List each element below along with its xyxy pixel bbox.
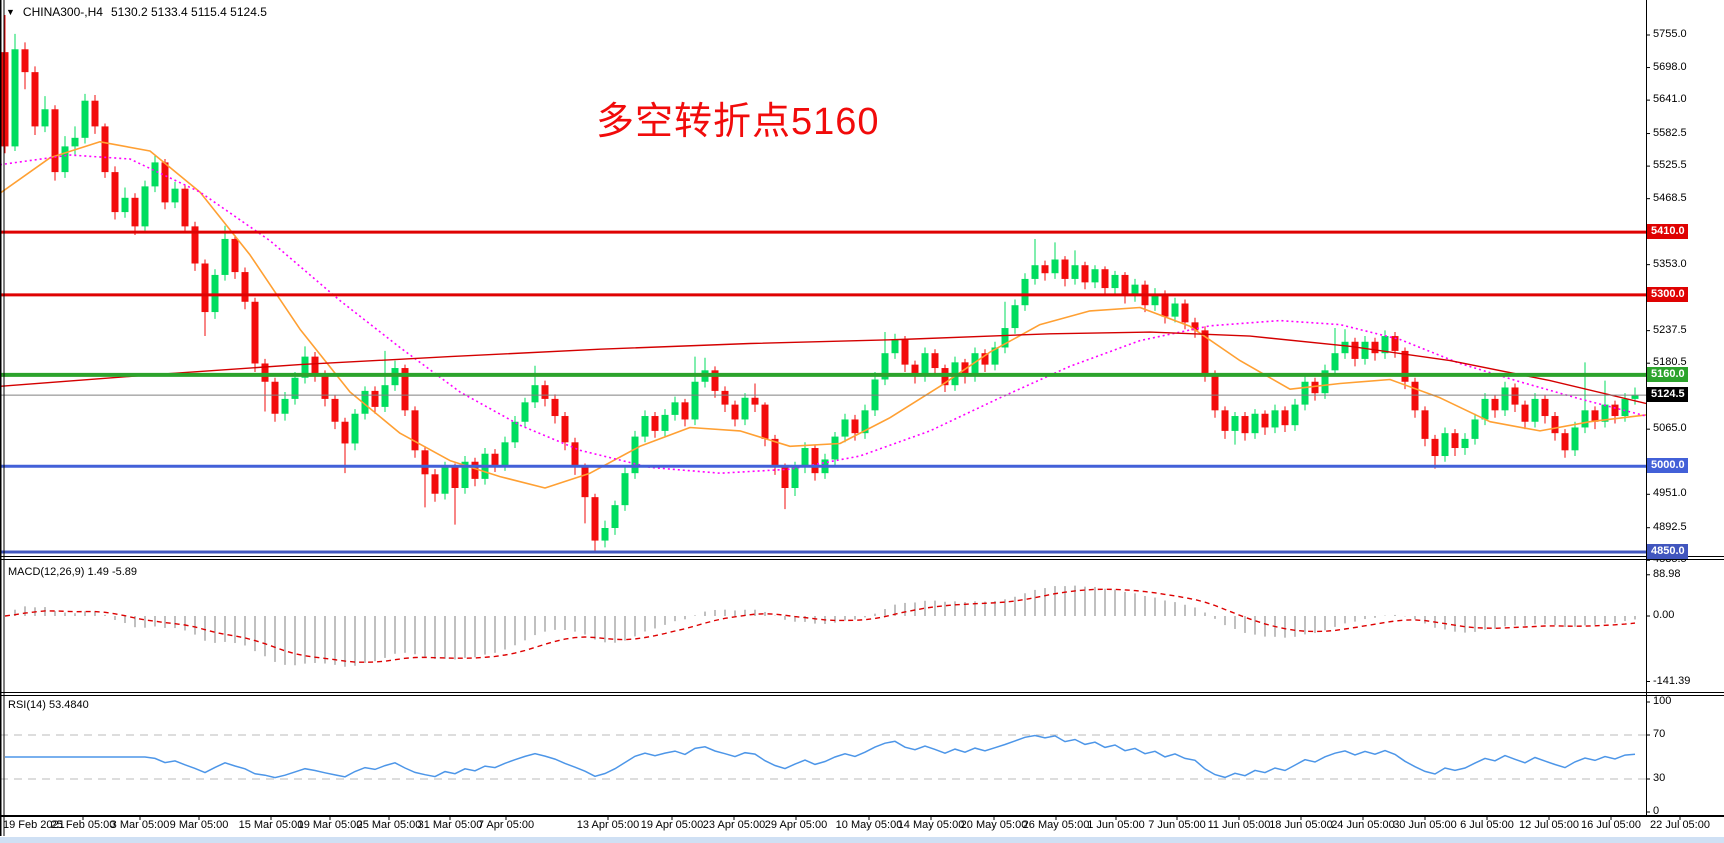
time-axis-label: 9 Mar 05:00 <box>169 819 229 831</box>
time-axis-label: 14 May 05:00 <box>897 819 965 831</box>
time-axis-label: 29 Apr 05:00 <box>764 819 828 831</box>
symbol-dropdown-icon[interactable]: ▼ <box>6 7 15 17</box>
time-axis-label: 6 Jul 05:00 <box>1460 819 1514 831</box>
ohlc-values: 5130.2 5133.4 5115.4 5124.5 <box>110 5 267 19</box>
rsi-axis-label: 30 <box>1653 772 1666 784</box>
time-axis-label: 19 Feb 2021 <box>3 819 65 831</box>
time-axis-label: 11 Jun 05:00 <box>1207 819 1271 831</box>
macd-values: 1.49 -5.89 <box>87 566 138 578</box>
rsi-values: 53.4840 <box>48 699 89 711</box>
price-tick-label: 5065.0 <box>1653 422 1687 435</box>
bottom-strip <box>0 837 1724 843</box>
time-axis-label: 1 Jun 05:00 <box>1087 819 1145 831</box>
price-tick-label: 5237.5 <box>1653 323 1687 336</box>
macd-axis-label: -141.39 <box>1653 674 1691 687</box>
price-tick-label: 5525.5 <box>1653 159 1687 172</box>
rsi-axis-label: 70 <box>1653 728 1666 740</box>
time-axis-label: 31 Mar 05:00 <box>417 819 483 831</box>
time-axis-label: 25 Mar 05:00 <box>356 819 422 831</box>
rsi-name: RSI(14) <box>8 699 46 711</box>
price-tick-label: 4892.5 <box>1653 520 1687 533</box>
time-axis-label: 7 Apr 05:00 <box>477 819 535 831</box>
time-axis-label: 20 May 05:00 <box>960 819 1028 831</box>
time-axis-label: 10 May 05:00 <box>835 819 903 831</box>
time-axis-label: 18 Jun 05:00 <box>1269 819 1333 831</box>
price-tick-label: 5755.0 <box>1653 28 1687 40</box>
price-level-badge: 5410.0 <box>1647 224 1688 240</box>
price-level-badge: 5160.0 <box>1647 366 1688 382</box>
rsi-axis-label: 100 <box>1653 695 1672 707</box>
annotation-text: 多空转折点5160 <box>596 101 880 143</box>
time-axis-label: 7 Jun 05:00 <box>1148 819 1206 831</box>
price-tick-label: 5698.0 <box>1653 60 1687 73</box>
rsi-indicator-label: RSI(14) 53.4840 <box>8 699 89 711</box>
price-tick-label: 5180.5 <box>1653 356 1687 369</box>
time-axis-label: 15 Mar 05:00 <box>238 819 304 831</box>
price-level-badge: 4850.0 <box>1647 543 1688 559</box>
time-axis-label: 30 Jun 05:00 <box>1393 819 1457 831</box>
time-axis-label: 22 Jul 05:00 <box>1650 819 1710 831</box>
price-tick-label: 5641.0 <box>1653 93 1687 106</box>
time-axis-label: 3 Mar 05:00 <box>110 819 170 831</box>
price-tick-label: 5582.5 <box>1653 126 1687 139</box>
price-tick-label: 5468.5 <box>1653 191 1687 204</box>
price-level-badge: 5000.0 <box>1647 458 1688 474</box>
current-price-badge: 5124.5 <box>1647 387 1688 403</box>
macd-name: MACD(12,26,9) <box>8 566 85 578</box>
symbol-timeframe-label: CHINA300-,H4 <box>22 5 103 19</box>
price-level-badge: 5300.0 <box>1647 286 1688 302</box>
price-tick-label: 4951.0 <box>1653 487 1687 500</box>
time-axis-label: 16 Jul 05:00 <box>1581 819 1641 831</box>
price-tick-label: 5353.0 <box>1653 257 1687 270</box>
chart-title-bar: ▼ CHINA300-,H4 5130.2 5133.4 5115.4 5124… <box>6 5 267 19</box>
time-axis-label: 26 May 05:00 <box>1022 819 1090 831</box>
time-axis-label: 23 Apr 05:00 <box>702 819 766 831</box>
time-axis-label: 24 Jun 05:00 <box>1331 819 1395 831</box>
time-axis-label: 19 Mar 05:00 <box>297 819 363 831</box>
time-axis-label: 12 Jul 05:00 <box>1519 819 1579 831</box>
macd-indicator-label: MACD(12,26,9) 1.49 -5.89 <box>8 566 137 578</box>
macd-axis-label: 0.00 <box>1653 609 1675 621</box>
time-axis-label: 13 Apr 05:00 <box>576 819 640 831</box>
time-axis-label: 19 Apr 05:00 <box>640 819 704 831</box>
macd-axis-label: 88.98 <box>1653 567 1681 580</box>
time-axis-label: 25 Feb 05:00 <box>50 819 116 831</box>
rsi-axis-label: 0 <box>1653 805 1660 817</box>
